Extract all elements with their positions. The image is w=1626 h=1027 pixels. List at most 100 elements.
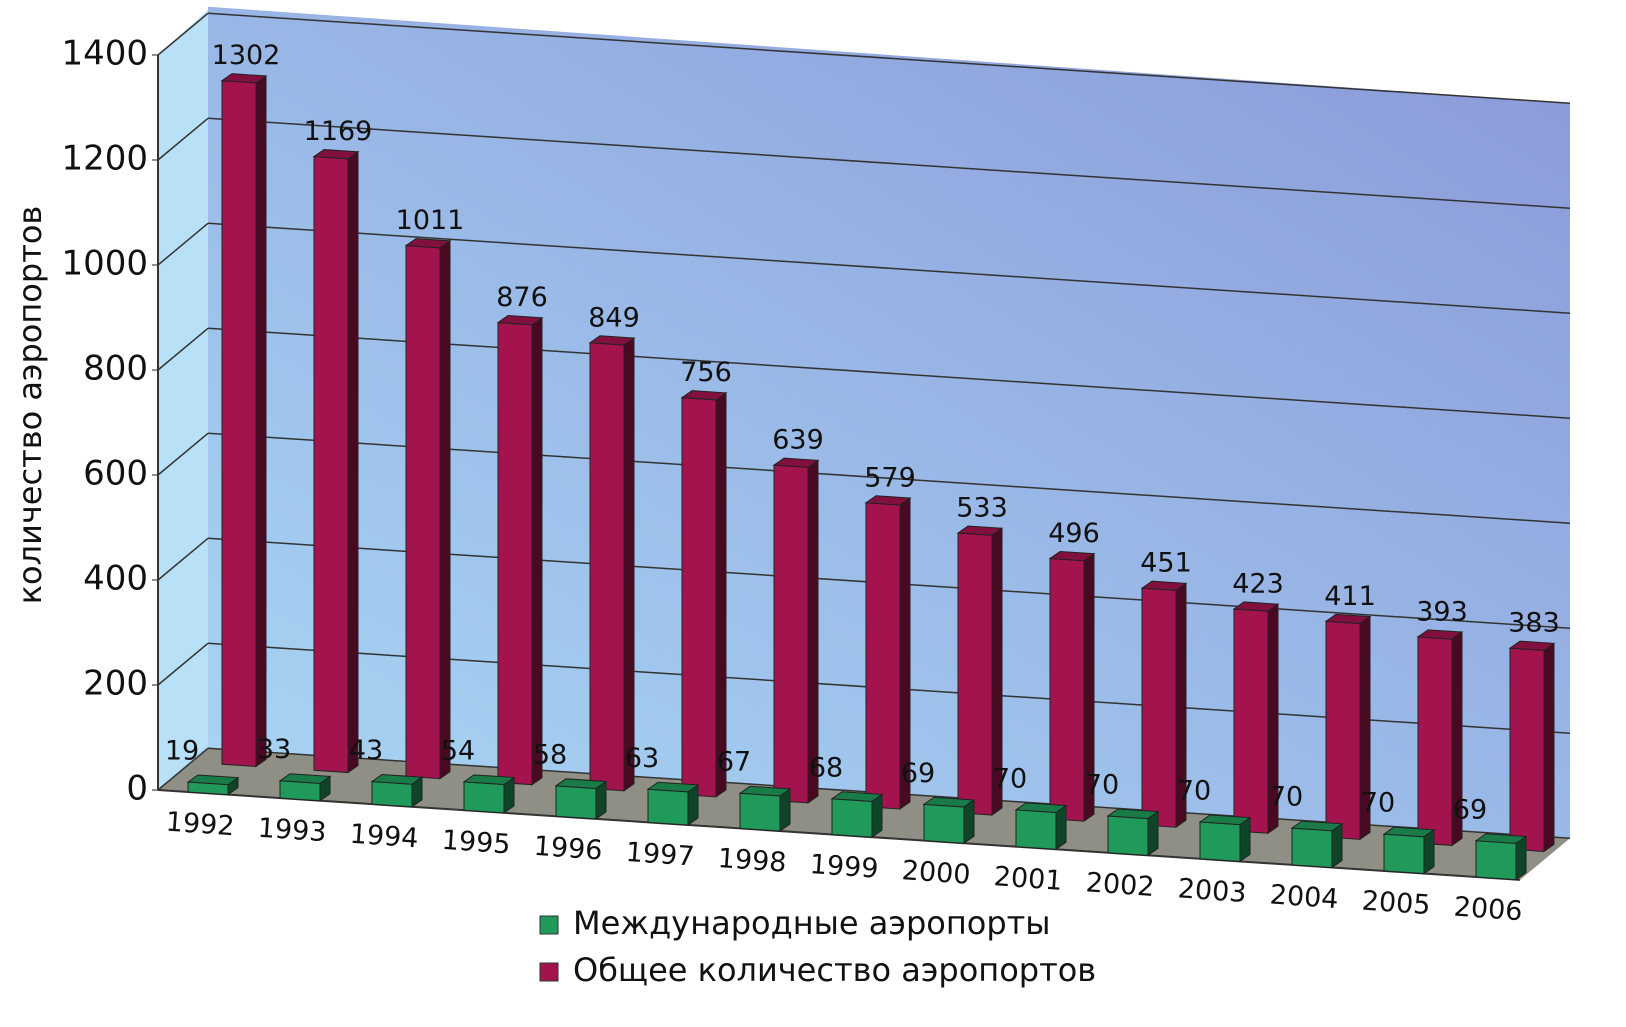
legend-label: Общее количество аэропортов [573,951,1096,989]
bar-side [1239,816,1251,863]
bar [1048,550,1096,823]
bar [922,796,976,845]
bar [1416,629,1464,847]
bar-top [1474,833,1528,844]
value-label: 67 [717,747,751,778]
bar-top [1382,826,1436,838]
bar [220,73,268,768]
bar-face [1015,809,1057,850]
bar-side [1147,810,1159,857]
bar-top [278,773,332,784]
bar [462,774,516,814]
bar-top [1508,640,1556,651]
x-tick-label: 1998 [717,843,788,879]
bar-side [623,337,635,792]
bar [864,495,912,810]
bar-side [1055,804,1067,851]
grid-line [157,117,209,161]
value-label: 70 [1361,788,1395,819]
value-label: 451 [1140,548,1192,579]
x-tick-label: 2005 [1361,886,1432,922]
bar-top [1014,802,1068,814]
value-label: 496 [1048,518,1100,549]
bar-face [647,788,689,826]
bar-face [773,464,809,804]
y-tick-label: 1000 [61,244,148,284]
bar-side [1331,822,1343,869]
bar-face [923,803,965,844]
bar-top [738,785,792,797]
bar-face [1291,827,1333,869]
grid-line [157,432,209,476]
value-label: 19 [165,736,199,767]
bar-top [404,238,452,249]
bar-face [1475,840,1517,881]
bar-top [554,778,608,789]
x-tick-label: 2001 [993,861,1064,897]
bar-top [312,149,360,160]
y-tick-label: 800 [83,349,148,389]
grid-line [157,642,209,686]
y-tick-label: 600 [83,454,148,494]
bar [186,774,240,796]
bar-top [922,796,976,808]
bar-face [463,781,505,814]
x-tick-label: 1993 [257,813,328,849]
x-tick-label: 1996 [533,831,604,867]
bar-top [956,525,1004,536]
bar-top [1106,808,1160,820]
bar [588,335,636,792]
bar-face [865,502,901,810]
bar-side [1543,642,1555,853]
bar-side [439,239,451,780]
value-label: 579 [864,462,916,493]
x-tick-label: 1994 [349,819,420,855]
grid-line [157,327,209,371]
bar-face [221,80,257,768]
value-label: 58 [533,739,567,770]
bar [1198,814,1252,863]
bar [1324,613,1372,841]
bar-face [1049,557,1085,822]
value-label: 70 [1085,769,1119,800]
x-tick-label: 1992 [165,807,236,843]
x-tick-label: 1999 [809,849,880,885]
bar [772,457,820,804]
bar-top [462,774,516,785]
bar [404,238,452,780]
value-label: 1302 [212,40,281,71]
value-label: 423 [1232,568,1284,599]
bar-face [371,781,413,808]
bar [1474,833,1528,881]
bar [680,390,728,798]
x-tick-label: 2006 [1453,892,1524,928]
bar-top [1140,580,1188,591]
bar [1290,820,1344,869]
bar-top [1198,814,1252,826]
bar-face [313,156,349,774]
bar [738,785,792,833]
bar-face [957,532,993,816]
bar-face [589,342,625,792]
y-tick-label: 1200 [61,139,148,179]
bar [554,778,608,820]
grid-line [157,12,209,56]
value-label: 70 [1177,776,1211,807]
bar-face [1383,833,1425,875]
bar-top [1290,820,1344,832]
value-label: 70 [993,763,1027,794]
bar-top [588,335,636,346]
legend-swatch [539,962,559,982]
bar-face [405,245,441,780]
value-label: 876 [496,282,548,313]
bar [1382,826,1436,875]
bar-top [220,73,268,84]
grid-line [157,222,209,266]
bar-face [555,785,597,820]
bar [370,774,424,808]
value-label: 756 [680,357,732,388]
value-label: 1169 [304,116,373,147]
value-label: 43 [349,735,383,766]
bar [956,525,1004,817]
